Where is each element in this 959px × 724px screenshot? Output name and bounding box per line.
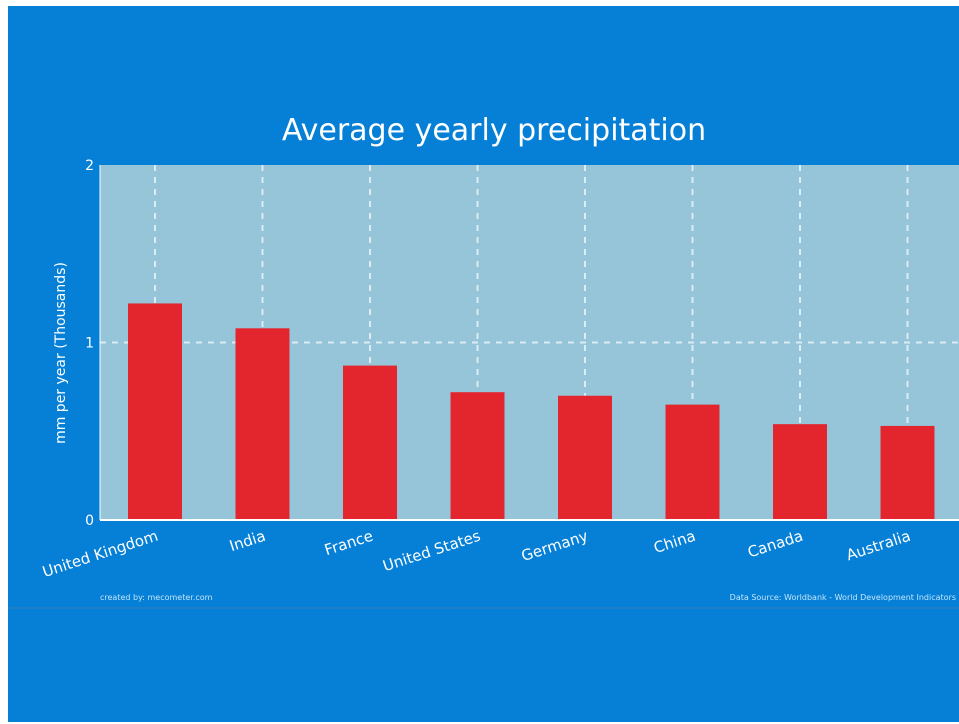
x-tick-label: France — [322, 527, 375, 560]
x-tick-label: India — [227, 527, 268, 555]
bar-germany — [558, 395, 612, 520]
footer-source: Data Source: Worldbank - World Developme… — [730, 593, 956, 602]
y-tick-label: 1 — [85, 336, 94, 352]
plot-area — [100, 165, 959, 520]
x-tick-label: United States — [381, 527, 483, 576]
footer-credit: created by: mecometer.com — [100, 593, 213, 602]
chart-frame: 0 1 2 United Kingdom India France United Stat… — [8, 6, 959, 722]
x-tick-labels: United Kingdom India France United States Ge… — [40, 527, 913, 581]
bar-india — [235, 328, 290, 520]
x-tick-label: China — [651, 527, 697, 557]
x-tick-label: United Kingdom — [40, 527, 160, 581]
bar-canada — [773, 424, 827, 520]
bar-australia — [880, 425, 935, 520]
y-axis-label: mm per year (Thousands) — [53, 262, 69, 444]
x-tick-label: Canada — [745, 527, 805, 562]
bar-china — [665, 404, 720, 520]
bars — [128, 303, 935, 520]
bar-united-kingdom — [128, 303, 182, 520]
y-tick-label: 2 — [85, 158, 94, 174]
bar-france — [343, 365, 397, 520]
bar-chart: 0 1 2 United Kingdom India France United Stat… — [8, 113, 959, 609]
chart-title: Average yearly precipitation — [282, 113, 706, 148]
x-tick-label: Australia — [844, 527, 913, 565]
y-tick-label: 0 — [85, 513, 94, 529]
y-tick-labels: 0 1 2 — [85, 158, 94, 529]
x-tick-label: Germany — [519, 527, 590, 565]
bar-united-states — [450, 392, 505, 520]
